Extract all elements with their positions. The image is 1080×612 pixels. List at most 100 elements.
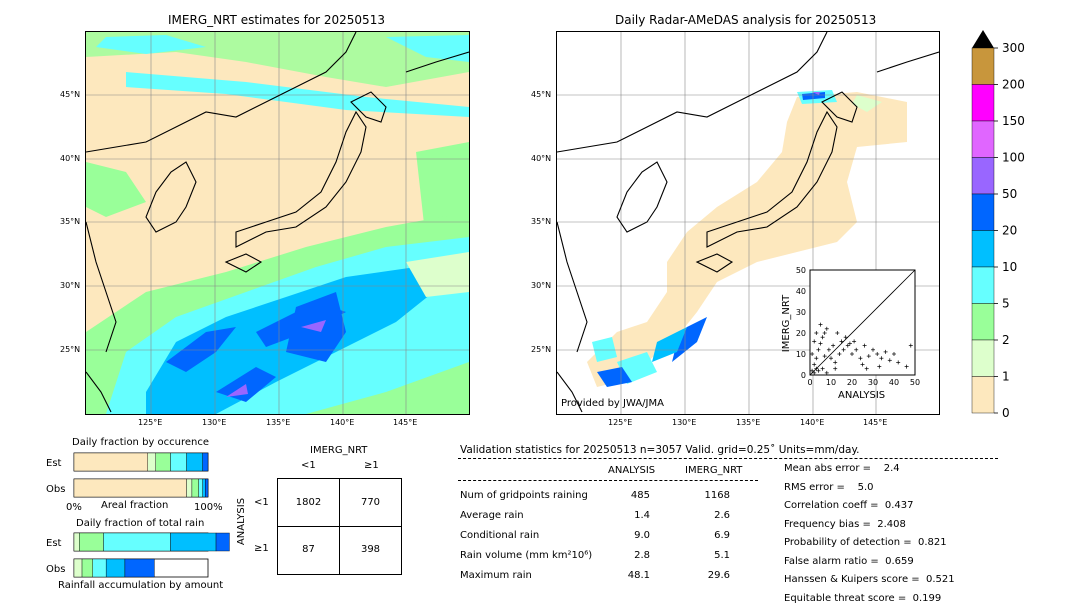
- colorbar-segment: [971, 376, 995, 414]
- scatter-point: [875, 352, 880, 356]
- right-lat-label-45: 45°N: [531, 90, 552, 99]
- scatter-point: [852, 339, 857, 344]
- scatter-y-tick: 10: [796, 350, 806, 359]
- bar-x-tick: 0%: [66, 502, 82, 513]
- right-lon-label-125: 125°E: [608, 418, 633, 427]
- scatter-point: [904, 364, 909, 369]
- bar-category-label: Est: [46, 458, 62, 469]
- colorbar-segment: [971, 230, 995, 268]
- scatter-point: [837, 352, 842, 356]
- left-map: [85, 31, 470, 415]
- bar-segment: [170, 452, 187, 472]
- scatter-x-tick: 20: [847, 378, 857, 387]
- contingency-row-label-ge1: ≥1: [254, 543, 269, 554]
- rain-fraction-xlabel: Rainfall accumulation by amount: [58, 580, 224, 591]
- left-lat-label-25: 25°N: [60, 345, 81, 354]
- scatter-point: [843, 335, 848, 340]
- validation-row-analysis: 2.8: [634, 550, 650, 561]
- scatter-point: [850, 352, 854, 356]
- scatter-point: [822, 331, 827, 335]
- contingency-row-label-lt1: <1: [254, 497, 269, 508]
- bar-category-label: Est: [46, 538, 62, 549]
- left-lon-label-125: 125°E: [138, 418, 163, 427]
- validation-row-label: Maximum rain: [460, 570, 532, 581]
- bar-x-tick: 100%: [194, 502, 223, 513]
- right-lat-label-40: 40°N: [531, 154, 552, 163]
- bar-category-label: Obs: [46, 564, 65, 575]
- scatter-point: [877, 364, 882, 369]
- scatter-point: [839, 339, 844, 344]
- scatter-y-tick: 50: [796, 266, 806, 275]
- bar-segment: [186, 478, 193, 498]
- colorbar-tick-label: 5: [1002, 297, 1010, 311]
- right-lat-label-35: 35°N: [531, 217, 552, 226]
- scatter-point: [896, 360, 901, 365]
- validation-score: Mean abs error = 2.4: [784, 463, 900, 474]
- bar-segment: [202, 478, 206, 498]
- bar-segment: [170, 532, 217, 552]
- contingency-col-title: IMERG_NRT: [310, 445, 368, 456]
- validation-score: Hanssen & Kuipers score = 0.521: [784, 574, 955, 585]
- bar-segment: [79, 532, 104, 552]
- bar-segment: [202, 452, 209, 472]
- contingency-row-title: ANALYSIS: [236, 497, 248, 546]
- bar-segment: [147, 452, 156, 472]
- colorbar-tick-label: 1: [1002, 370, 1010, 384]
- right-lat-label-30: 30°N: [531, 281, 552, 290]
- scatter-point: [820, 366, 825, 371]
- right-map: [556, 31, 940, 415]
- colorbar-tick-label: 2: [1002, 333, 1010, 347]
- validation-row-imerg: 2.6: [714, 510, 730, 521]
- scatter-y-tick: 30: [796, 308, 806, 317]
- colorbar-tick-label: 0: [1002, 406, 1010, 418]
- validation-col-analysis: ANALYSIS: [608, 465, 656, 476]
- bar-segment: [205, 478, 209, 498]
- validation-row-analysis: 485: [630, 490, 650, 501]
- validation-row-label: Rain volume (mm km²10⁶): [460, 550, 593, 561]
- scatter-point: [887, 358, 892, 363]
- left-lon-label-140: 140°E: [330, 418, 355, 427]
- right-lon-label-140: 140°E: [800, 418, 825, 427]
- scatter-point: [833, 366, 838, 371]
- bar-segment: [124, 558, 155, 578]
- scatter-x-tick: 30: [868, 378, 878, 387]
- colorbar-segment: [971, 47, 995, 85]
- colorbar-segment: [971, 84, 995, 122]
- bar-segment: [103, 532, 171, 552]
- validation-row-label: Num of gridpoints raining: [460, 490, 588, 501]
- scatter-point: [883, 349, 888, 354]
- validation-score: RMS error = 5.0: [784, 481, 874, 493]
- scatter-point: [858, 356, 863, 361]
- bar-segment: [191, 478, 199, 498]
- scatter-xlabel: ANALYSIS: [838, 390, 886, 401]
- colorbar-segment: [971, 339, 995, 377]
- scatter-point: [831, 343, 836, 348]
- validation-score: False alarm ratio = 0.659: [784, 555, 914, 567]
- scatter-point: [826, 347, 831, 352]
- bar-segment: [92, 558, 107, 578]
- bar-segment: [155, 452, 171, 472]
- bar-segment: [215, 532, 230, 552]
- occurrence-title: Daily fraction by occurence: [72, 437, 210, 448]
- colorbar-segment: [971, 157, 995, 195]
- scatter-point: [864, 366, 869, 371]
- contingency-col-label-lt1: <1: [301, 460, 316, 471]
- scatter-point: [892, 352, 896, 356]
- colorbar-tick-label: 200: [1002, 78, 1025, 92]
- scatter-point: [818, 322, 823, 327]
- scatter-point: [814, 366, 819, 371]
- validation-score: Frequency bias = 2.408: [784, 518, 906, 530]
- scatter-point: [814, 331, 819, 335]
- validation-score: Equitable threat score = 0.199: [784, 592, 942, 604]
- bar-segment: [73, 558, 83, 578]
- scatter-point: [847, 341, 852, 346]
- contingency-cell-01: 770: [360, 497, 381, 508]
- occurrence-xlabel: Areal fraction: [101, 500, 169, 511]
- left-map-title: IMERG_NRT estimates for 20250513: [168, 13, 385, 27]
- contingency-cell-11: 398: [360, 544, 381, 555]
- validation-row-analysis: 9.0: [634, 530, 650, 541]
- scatter-y-tick: 20: [796, 329, 806, 338]
- scatter-point: [835, 331, 840, 335]
- validation-row-imerg: 5.1: [714, 550, 730, 561]
- colorbar-tick-label: 50: [1002, 187, 1017, 201]
